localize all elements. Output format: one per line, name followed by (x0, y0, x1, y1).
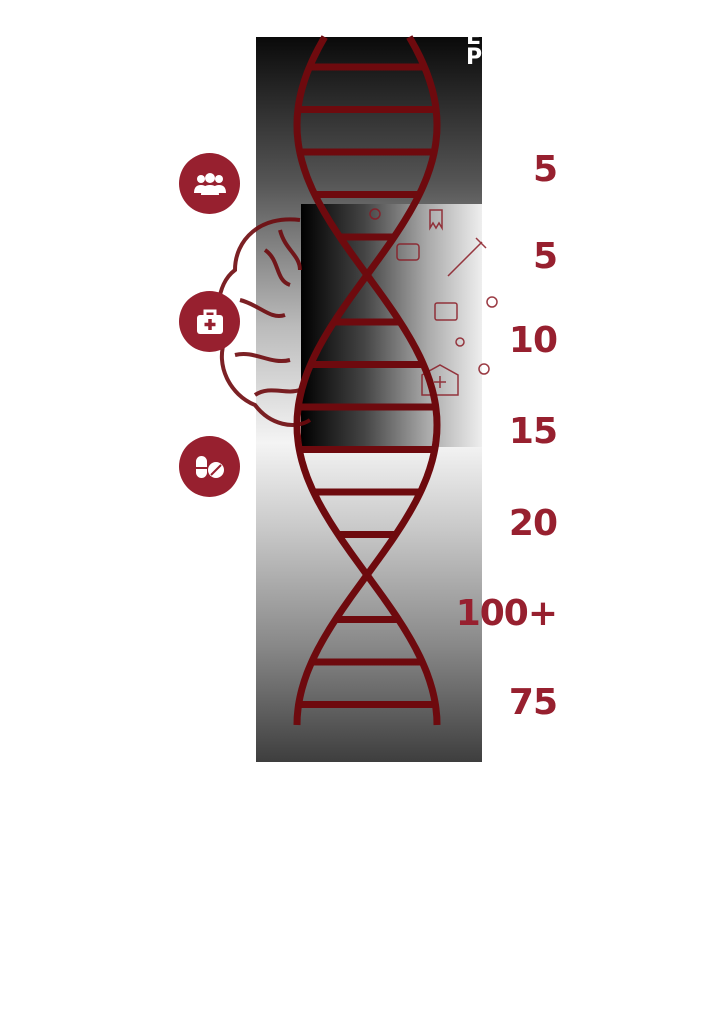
pills-icon (179, 436, 240, 497)
stat-value: 5 (532, 149, 558, 190)
stat-value: 75 (508, 682, 558, 723)
stat-value: 20 (508, 503, 558, 544)
stat-value: 10 (508, 320, 558, 361)
stat-value: 15 (508, 411, 558, 452)
dna-strand (293, 35, 441, 726)
dna-strand (293, 35, 441, 726)
people-icon (179, 153, 240, 214)
medical-icons (369, 208, 498, 396)
dna-helix-icon (293, 35, 441, 726)
stat-value: 5 (532, 236, 558, 277)
stat-value: 100+ (455, 593, 558, 634)
title-fragment: E P (466, 28, 483, 68)
medical-kit-icon (179, 291, 240, 352)
